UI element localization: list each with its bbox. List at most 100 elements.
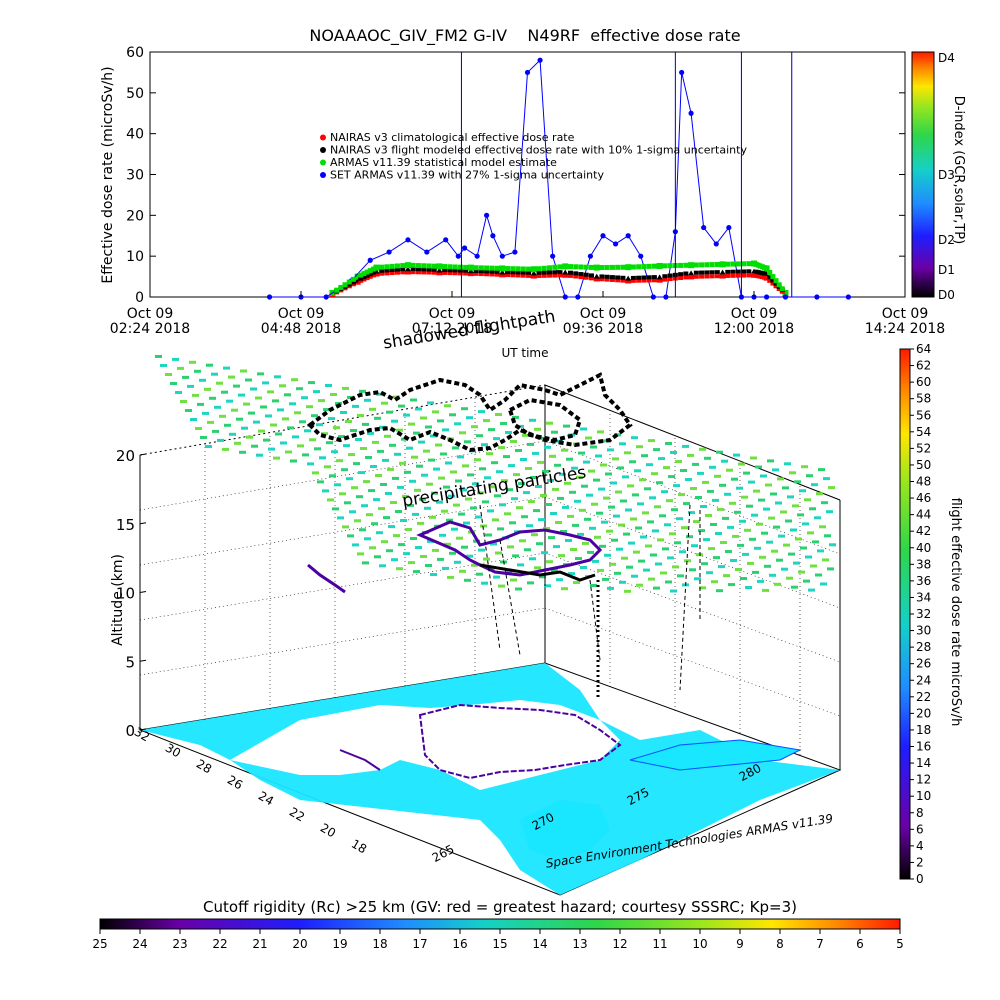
- model-band-point: [442, 268, 448, 273]
- particle-dash: [672, 565, 679, 569]
- particle-dash: [583, 460, 590, 464]
- particle-dash: [791, 585, 798, 589]
- rigidity-tick-label: 6: [856, 937, 864, 951]
- rigidity-tick-label: 5: [896, 937, 904, 951]
- d-index-tick: D3: [938, 168, 955, 182]
- particle-dash: [804, 498, 811, 502]
- particle-dash: [402, 494, 409, 498]
- model-band-point: [761, 271, 767, 276]
- particle-dash: [602, 577, 609, 581]
- particle-dash: [667, 556, 674, 560]
- point-nairas-flight: [656, 274, 663, 280]
- point-nairas-flight: [499, 269, 506, 275]
- particle-dash: [817, 549, 824, 553]
- particle-dash: [437, 557, 444, 561]
- particle-dash: [720, 541, 727, 544]
- particle-dash: [291, 378, 298, 382]
- model-band-point: [346, 279, 352, 285]
- particle-dash: [531, 533, 538, 537]
- particle-dash: [788, 552, 795, 556]
- particle-dash: [777, 477, 784, 481]
- particle-dash: [313, 390, 320, 394]
- particle-dash: [366, 513, 373, 517]
- model-band-point: [452, 268, 458, 273]
- point-armas-statistical: [499, 265, 506, 272]
- particle-dash: [496, 470, 503, 474]
- particle-dash: [375, 474, 382, 477]
- particle-dash: [289, 402, 296, 406]
- model-band-point: [494, 265, 500, 271]
- particle-dash: [409, 479, 416, 483]
- particle-dash: [664, 523, 671, 527]
- particle-dash: [734, 510, 741, 514]
- particle-dash: [530, 476, 537, 479]
- dose-tick-label: 64: [916, 342, 931, 356]
- particle-dash: [390, 501, 397, 504]
- model-band-point: [457, 271, 463, 276]
- model-band-point: [334, 287, 340, 293]
- particle-dash: [648, 577, 655, 581]
- particle-dash: [448, 494, 455, 498]
- model-band-point: [541, 265, 547, 271]
- particle-dash: [478, 410, 485, 414]
- particle-dash: [613, 514, 620, 518]
- particle-dash: [656, 481, 663, 485]
- particle-dash: [605, 472, 612, 476]
- particle-dash: [653, 448, 660, 452]
- model-band-point: [667, 277, 673, 282]
- particle-dash: [406, 446, 413, 450]
- particle-dash: [476, 572, 483, 576]
- particle-dash: [805, 555, 812, 559]
- particle-dash: [421, 473, 428, 477]
- particle-dash: [285, 450, 292, 454]
- ground-track: [418, 703, 622, 780]
- particle-dash: [599, 544, 606, 548]
- particle-dash: [398, 404, 405, 408]
- model-band-point: [773, 278, 779, 284]
- particle-dash: [517, 563, 524, 567]
- particle-dash: [572, 523, 579, 527]
- model-band-point: [426, 263, 432, 269]
- model-band-point: [573, 264, 579, 270]
- latitude-tick: 28: [194, 757, 214, 777]
- particle-dash: [611, 538, 618, 542]
- point-set-armas: [424, 249, 430, 255]
- point-nairas-climatological: [373, 272, 380, 277]
- altitude-tick-mark: [139, 453, 147, 456]
- particle-dash: [187, 384, 194, 388]
- particle-dash: [479, 467, 486, 471]
- particle-dash: [659, 514, 666, 518]
- particle-dash: [586, 493, 593, 497]
- latitude-tick: 30: [163, 741, 183, 761]
- particle-dash: [670, 451, 677, 454]
- particle-dash: [815, 573, 822, 577]
- series-line-set-armas: [269, 59, 849, 298]
- point-nairas-flight: [625, 275, 632, 281]
- particle-dash: [588, 469, 595, 473]
- particle-dash: [387, 467, 394, 471]
- particle-dash: [807, 531, 814, 535]
- rigidity-tick-label: 7: [816, 937, 824, 951]
- particle-dash: [374, 555, 381, 559]
- dose-tick-label: 26: [916, 657, 931, 671]
- particle-dash: [216, 381, 223, 385]
- particle-dash: [657, 538, 664, 542]
- particle-dash: [698, 529, 705, 533]
- model-band-point: [620, 278, 626, 283]
- particle-dash: [590, 445, 597, 449]
- particle-dash: [214, 405, 221, 409]
- particle-dash: [793, 561, 800, 565]
- particle-dash: [744, 528, 751, 532]
- particle-dash: [757, 579, 764, 583]
- particle-dash: [279, 384, 286, 388]
- model-band-point: [510, 273, 516, 278]
- particle-dash: [395, 510, 402, 513]
- rigidity-tick-label: 14: [532, 937, 547, 951]
- model-band-point: [547, 265, 553, 271]
- model-band-point: [678, 262, 684, 268]
- model-band-point: [730, 261, 736, 267]
- particle-dash: [589, 526, 596, 530]
- model-band-point: [526, 273, 532, 278]
- particle-dash: [498, 446, 505, 450]
- d-index-tick: D1: [938, 263, 955, 277]
